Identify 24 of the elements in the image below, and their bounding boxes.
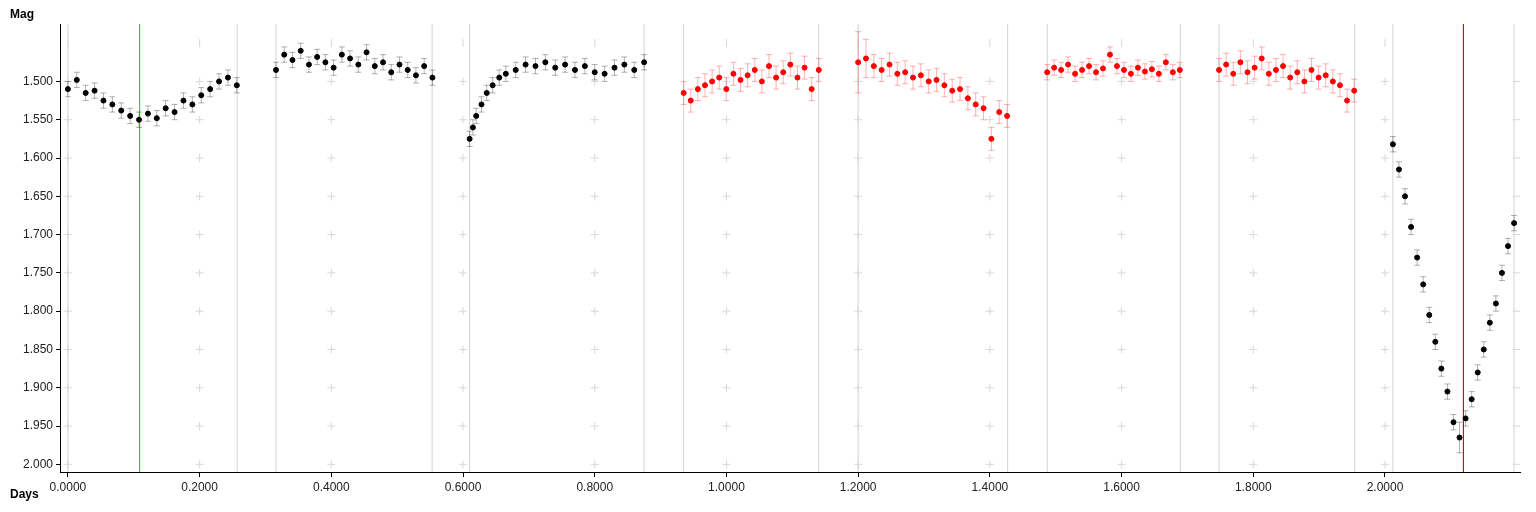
x-axis-title: Days <box>10 487 40 502</box>
y-tick-label: 1.950 <box>22 418 54 433</box>
x-tick-label: 1.2000 <box>839 479 877 494</box>
y-tick-label: 2.000 <box>22 456 54 471</box>
x-tick-label: 0.6000 <box>444 479 482 494</box>
y-tick-label: 1.650 <box>22 188 54 203</box>
y-tick-label: 1.900 <box>22 380 54 395</box>
x-tick-label: 1.4000 <box>971 479 1009 494</box>
y-tick-label: 1.550 <box>22 112 54 127</box>
y-tick-label: 1.700 <box>22 226 54 241</box>
x-tick-label: 0.0000 <box>49 479 87 494</box>
x-tick-label: 0.8000 <box>576 479 614 494</box>
x-tick-label: 0.4000 <box>312 479 350 494</box>
y-tick-label: 1.600 <box>22 150 54 165</box>
x-tick-label: 1.8000 <box>1234 479 1272 494</box>
y-axis-title: Mag <box>10 7 34 22</box>
y-tick-label: 1.850 <box>22 341 54 356</box>
x-tick-label: 0.2000 <box>181 479 219 494</box>
y-tick-label: 1.500 <box>22 73 54 88</box>
y-tick-label: 1.750 <box>22 265 54 280</box>
y-tick-label: 1.800 <box>22 303 54 318</box>
x-tick-label: 1.6000 <box>1103 479 1141 494</box>
x-tick-label: 1.0000 <box>708 479 746 494</box>
x-tick-label: 2.0000 <box>1366 479 1404 494</box>
